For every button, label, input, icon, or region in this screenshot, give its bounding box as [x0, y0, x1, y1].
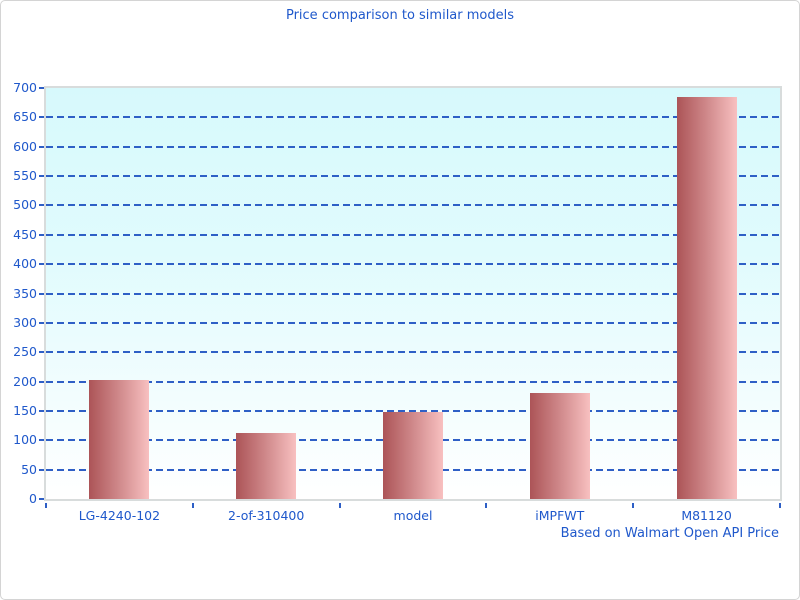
- y-axis-label-650: 650: [13, 109, 37, 125]
- x-axis-tick-1: [191, 503, 194, 508]
- y-axis-tick-350: [39, 292, 44, 295]
- x-axis-label-M81120: M81120: [681, 508, 732, 523]
- y-axis-tick-300: [39, 321, 44, 324]
- y-axis-label-300: 300: [13, 314, 37, 330]
- y-axis-tick-450: [39, 233, 44, 236]
- y-axis-tick-50: [39, 468, 44, 471]
- y-axis-label-500: 500: [13, 197, 37, 213]
- chart-title: Price comparison to similar models: [285, 8, 515, 23]
- bar-model: [383, 411, 443, 499]
- x-axis-tick-4: [632, 503, 635, 508]
- gridline-550: [46, 175, 780, 178]
- y-axis-tick-400: [39, 263, 44, 266]
- x-axis-label-LG-4240-102: LG-4240-102: [78, 508, 161, 523]
- gridline-300: [46, 321, 780, 324]
- y-axis-tick-0: [39, 498, 44, 500]
- y-axis-label-450: 450: [13, 226, 37, 242]
- x-axis-tick-0: [45, 503, 47, 508]
- gridline-650: [46, 116, 780, 119]
- bar-2-of-310400: [236, 432, 297, 499]
- y-axis-label-150: 150: [13, 402, 37, 418]
- y-axis-label-100: 100: [13, 432, 37, 448]
- y-axis-tick-100: [39, 439, 44, 442]
- x-axis-label-model: model: [393, 508, 433, 523]
- y-axis-label-250: 250: [13, 344, 37, 360]
- y-axis-label-200: 200: [13, 373, 37, 389]
- y-axis-label-700: 700: [13, 80, 37, 95]
- gridline-350: [46, 292, 780, 295]
- x-axis-tick-5: [779, 503, 781, 508]
- y-axis-tick-650: [39, 116, 44, 119]
- y-axis-tick-600: [39, 145, 44, 148]
- bar-LG-4240-102: [89, 380, 150, 499]
- bar-M81120: [676, 96, 737, 499]
- gridline-500: [46, 204, 780, 207]
- axis-caption: Based on Walmart Open API Price: [560, 526, 779, 541]
- y-axis-tick-250: [39, 351, 44, 354]
- y-axis-label-600: 600: [13, 138, 37, 154]
- y-axis-label-550: 550: [13, 168, 37, 184]
- y-axis-tick-150: [39, 409, 44, 412]
- y-axis-tick-500: [39, 204, 44, 207]
- gridline-400: [46, 263, 780, 266]
- gridline-150: [46, 409, 780, 412]
- x-axis-label-iMPFWT: iMPFWT: [535, 508, 585, 523]
- x-axis-tick-2: [338, 503, 341, 508]
- y-axis-tick-700: [39, 87, 44, 89]
- y-axis-label-350: 350: [13, 285, 37, 301]
- plot-area: [44, 86, 782, 501]
- gridline-250: [46, 351, 780, 354]
- gridline-450: [46, 233, 780, 236]
- gridline-600: [46, 145, 780, 148]
- y-axis-tick-550: [39, 175, 44, 178]
- x-axis-label-2-of-310400: 2-of-310400: [228, 508, 305, 523]
- y-axis-label-0: 0: [29, 491, 37, 506]
- y-axis-label-400: 400: [13, 256, 37, 272]
- gridline-200: [46, 380, 780, 383]
- y-axis-label-50: 50: [21, 461, 37, 477]
- y-axis-tick-200: [39, 380, 44, 383]
- x-axis-tick-3: [485, 503, 488, 508]
- bar-iMPFWT: [529, 392, 590, 499]
